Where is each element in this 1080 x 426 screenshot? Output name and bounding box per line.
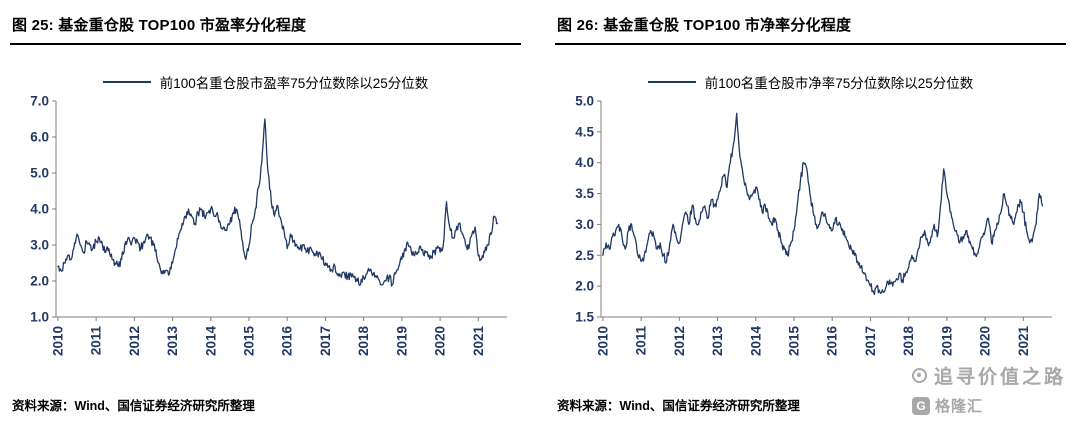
svg-text:2017: 2017 xyxy=(863,326,878,356)
svg-text:7.0: 7.0 xyxy=(30,94,49,109)
watermark-text: 追寻价值之路 xyxy=(933,367,1066,388)
legend-pb: 前100名重仓股市净率75分位数除以25分位数 xyxy=(555,73,1066,91)
svg-text:5.0: 5.0 xyxy=(575,94,594,109)
svg-text:2011: 2011 xyxy=(89,326,104,356)
watermark-logo-row: G 格隆汇 xyxy=(911,395,1066,416)
svg-text:2012: 2012 xyxy=(127,326,142,356)
svg-text:2.5: 2.5 xyxy=(575,248,594,263)
svg-text:2019: 2019 xyxy=(939,326,954,356)
legend-label: 前100名重仓股市净率75分位数除以25分位数 xyxy=(704,76,974,91)
svg-text:4.0: 4.0 xyxy=(30,202,49,217)
svg-text:4.5: 4.5 xyxy=(575,124,594,139)
legend-label: 前100名重仓股市盈率75分位数除以25分位数 xyxy=(159,76,429,91)
svg-text:2014: 2014 xyxy=(748,326,763,357)
svg-text:2010: 2010 xyxy=(50,326,65,356)
svg-text:2015: 2015 xyxy=(787,326,802,357)
svg-text:2012: 2012 xyxy=(672,326,687,356)
watermark: 追寻价值之路 G 格隆汇 xyxy=(911,362,1066,416)
svg-text:2021: 2021 xyxy=(1016,326,1031,357)
gelonghui-logo-icon: G xyxy=(911,396,930,415)
svg-text:3.0: 3.0 xyxy=(575,217,594,232)
svg-text:5.0: 5.0 xyxy=(30,166,49,181)
compass-icon xyxy=(911,368,927,383)
gelonghui-logo-text: 格隆汇 xyxy=(934,398,983,415)
source-note-pe: 资料来源：Wind、国信证券经济研究所整理 xyxy=(12,399,255,413)
legend-line-swatch xyxy=(647,81,696,83)
watermark-title-row: 追寻价值之路 xyxy=(911,362,1066,389)
svg-text:2015: 2015 xyxy=(242,326,257,357)
svg-text:2020: 2020 xyxy=(978,326,993,356)
svg-text:1.5: 1.5 xyxy=(575,310,594,325)
pe-ratio-divergence-line-chart: 1.0 2.0 3.0 4.0 5.0 6.0 7.0 2010 2011 2012 2013 201… xyxy=(30,94,507,357)
svg-text:2021: 2021 xyxy=(471,326,486,357)
svg-text:2013: 2013 xyxy=(710,326,725,357)
svg-text:2016: 2016 xyxy=(825,326,840,357)
chart-title-pb: 图 26: 基金重仓股 TOP100 市净率分化程度 xyxy=(555,10,1066,45)
chart-title-pe: 图 25: 基金重仓股 TOP100 市盈率分化程度 xyxy=(10,10,521,45)
source-note-pb: 资料来源：Wind、国信证券经济研究所整理 xyxy=(557,399,800,413)
svg-text:2016: 2016 xyxy=(280,326,295,357)
chart-panel-pe: 图 25: 基金重仓股 TOP100 市盈率分化程度 前100名重仓股市盈率75… xyxy=(10,10,521,414)
svg-text:2019: 2019 xyxy=(394,326,409,356)
chart-title-text: 图 26: 基金重仓股 TOP100 市净率分化程度 xyxy=(557,17,852,34)
svg-text:2018: 2018 xyxy=(901,326,916,357)
svg-text:2.0: 2.0 xyxy=(575,279,594,294)
svg-text:2018: 2018 xyxy=(356,326,371,357)
svg-text:2.0: 2.0 xyxy=(30,274,49,289)
chart-title-text: 图 25: 基金重仓股 TOP100 市盈率分化程度 xyxy=(12,17,307,34)
legend-line-swatch xyxy=(102,81,151,83)
svg-text:2017: 2017 xyxy=(318,326,333,356)
chart-panels: 图 25: 基金重仓股 TOP100 市盈率分化程度 前100名重仓股市盈率75… xyxy=(10,10,1066,414)
svg-text:3.5: 3.5 xyxy=(575,186,594,201)
pb-ratio-divergence-line-chart: 1.5 2.0 2.5 3.0 3.5 4.0 4.5 5.0 2010 2011 2012 2013… xyxy=(575,94,1052,357)
legend-pe: 前100名重仓股市盈率75分位数除以25分位数 xyxy=(10,73,521,91)
svg-text:1.0: 1.0 xyxy=(30,310,49,325)
svg-text:2011: 2011 xyxy=(634,326,649,356)
svg-text:3.0: 3.0 xyxy=(30,238,49,253)
svg-text:2020: 2020 xyxy=(433,326,448,356)
svg-text:2013: 2013 xyxy=(165,326,180,357)
chart-panel-pb: 图 26: 基金重仓股 TOP100 市净率分化程度 前100名重仓股市净率75… xyxy=(555,10,1066,414)
svg-text:2014: 2014 xyxy=(203,326,218,357)
svg-text:2010: 2010 xyxy=(595,326,610,356)
svg-text:6.0: 6.0 xyxy=(30,130,49,145)
svg-text:4.0: 4.0 xyxy=(575,155,594,170)
